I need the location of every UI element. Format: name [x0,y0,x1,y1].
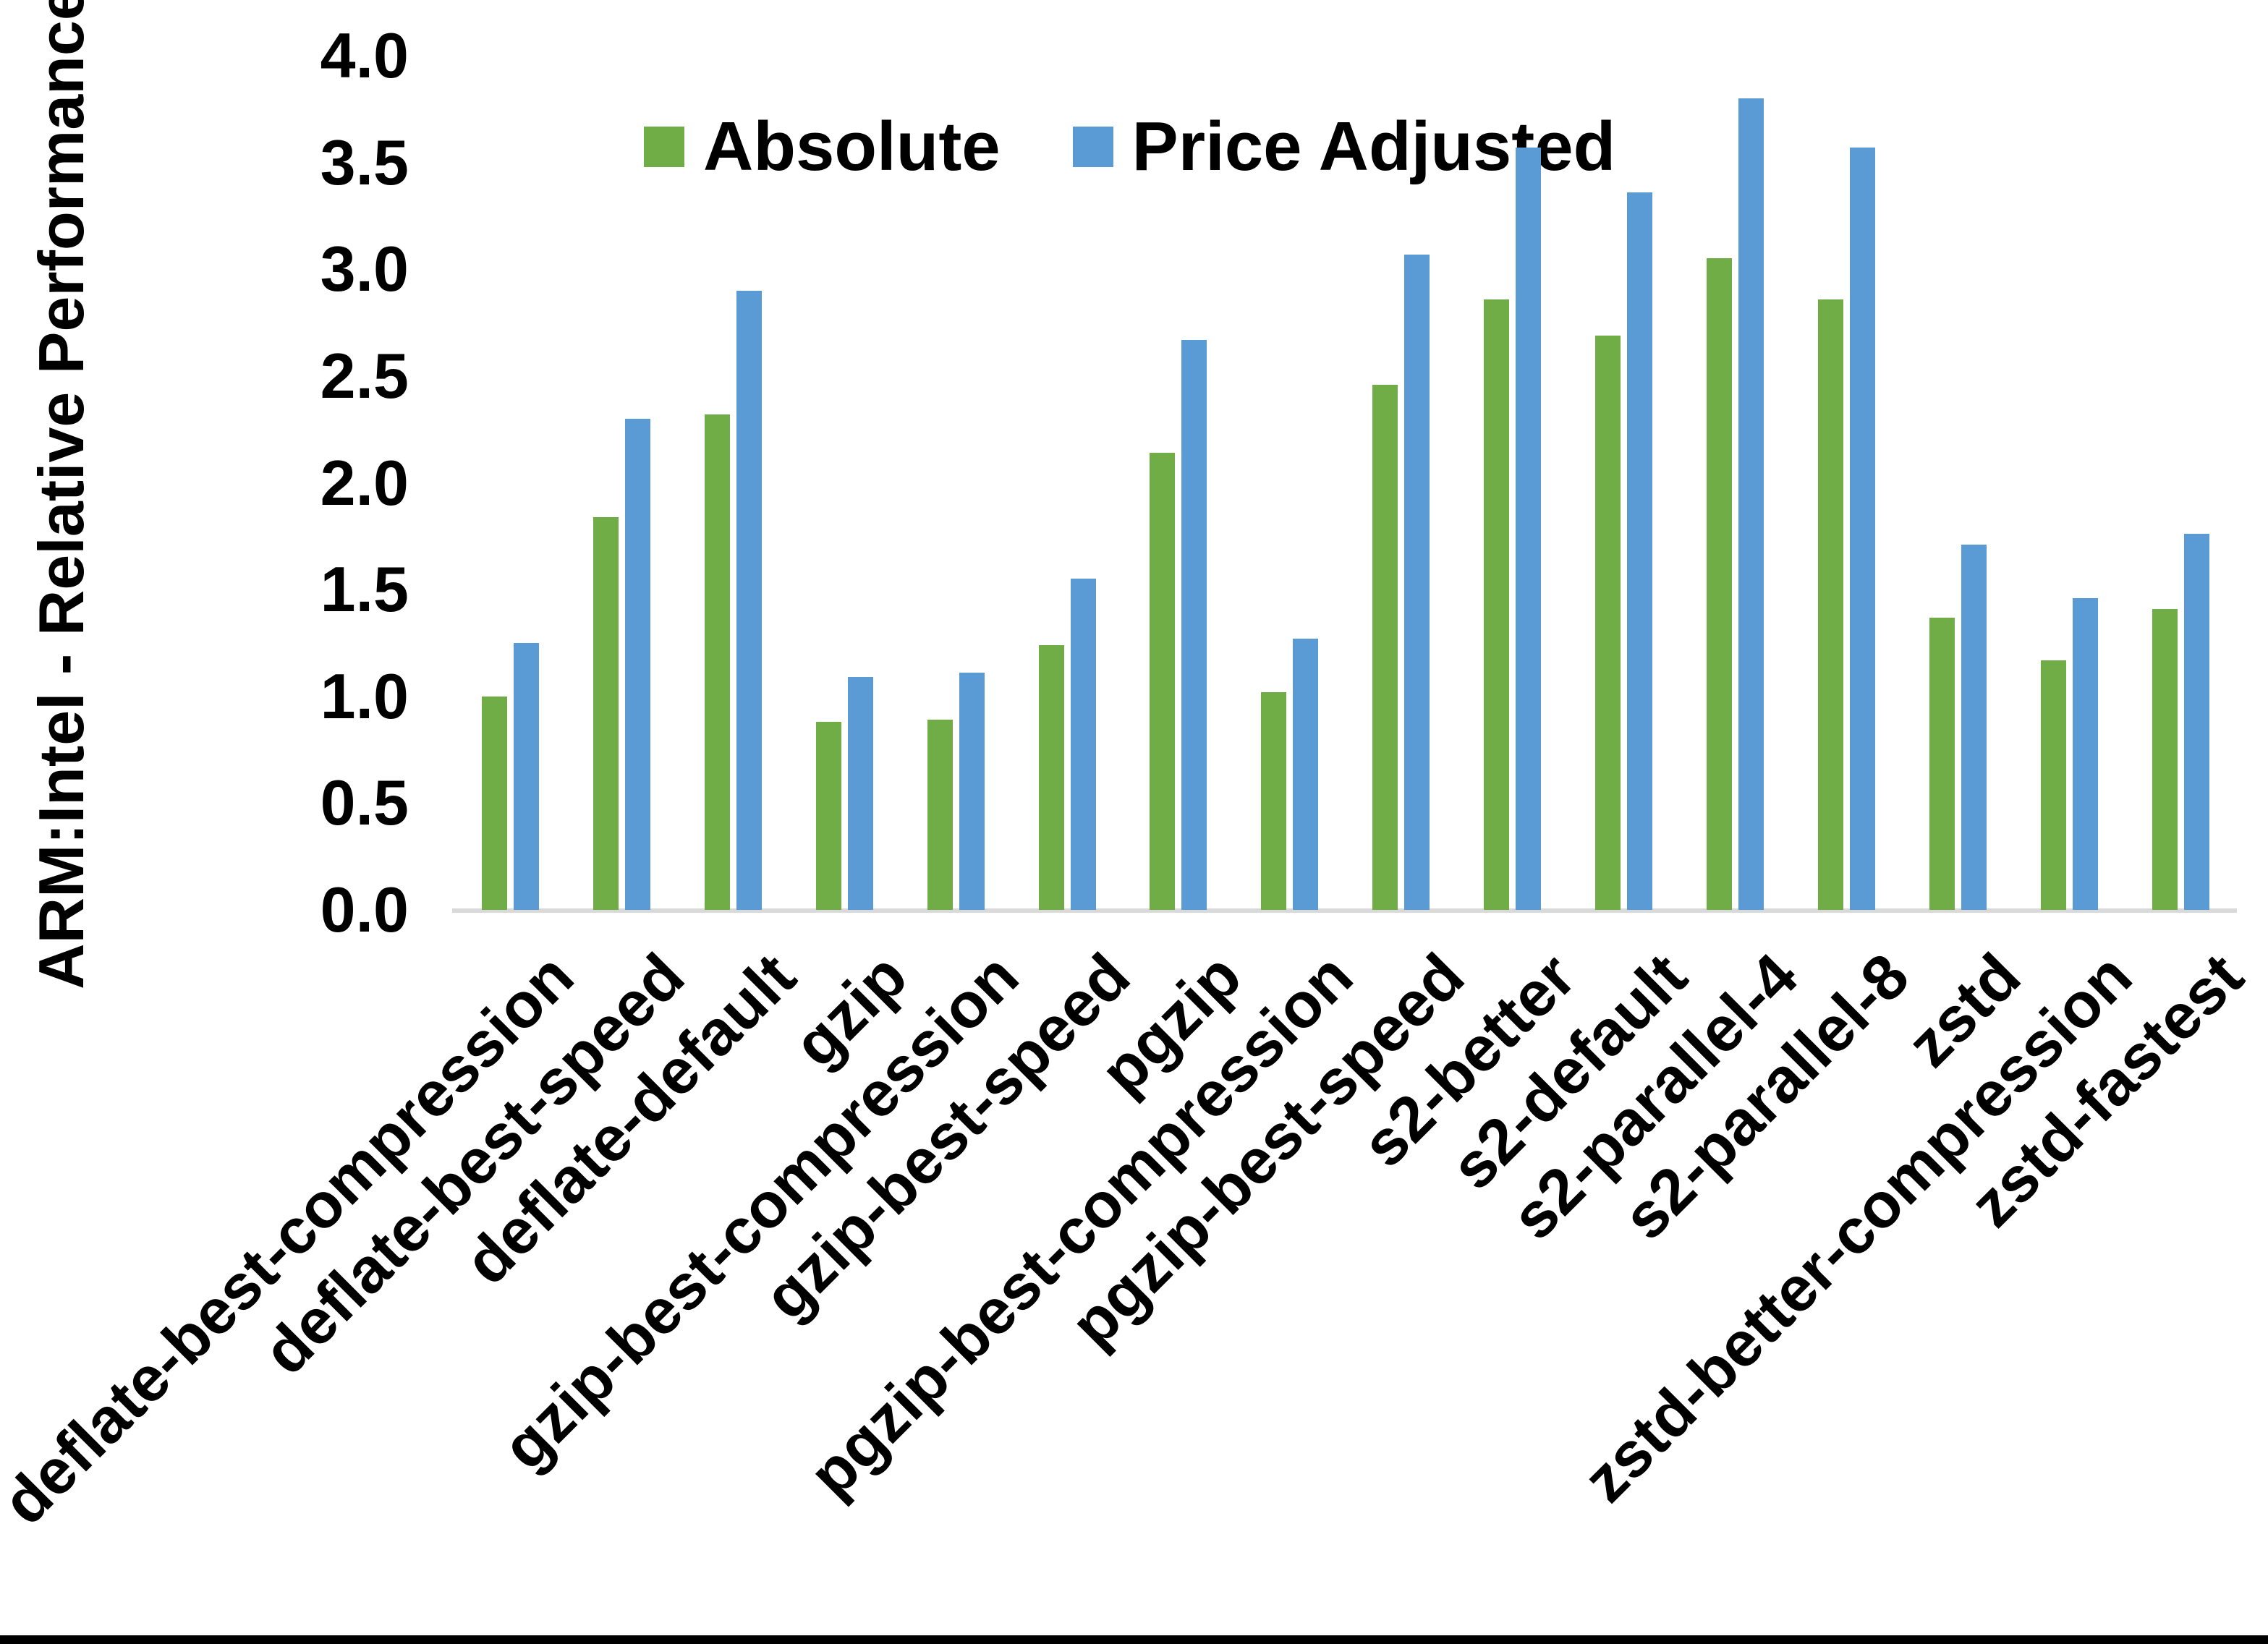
bar-deflate-default-price-adjusted [736,291,762,910]
y-tick-label: 0.0 [320,874,409,945]
legend: Absolute Price Adjusted [644,107,1615,187]
y-tick-label: 3.5 [320,126,409,198]
legend-swatch-price-adjusted [1072,127,1113,167]
bar-pgzip-price-adjusted [1181,340,1207,910]
bar-zstd-fastest-absolute [2152,609,2178,910]
bar-pgzip-best-speed-price-adjusted [1404,255,1430,910]
bar-pgzip-best-compression-absolute [1261,692,1286,910]
bar-zstd-better-compression-absolute [2041,660,2066,910]
bar-s2-parallel-4-absolute [1707,258,1732,910]
bar-s2-parallel-4-price-adjusted [1738,98,1764,910]
bar-s2-default-absolute [1595,336,1621,910]
bar-deflate-best-compression-price-adjusted [514,643,539,910]
bar-zstd-price-adjusted [1961,545,1987,910]
bar-s2-parallel-8-absolute [1818,299,1843,910]
legend-item-absolute: Absolute [644,107,1001,187]
bar-s2-better-absolute [1484,299,1509,910]
y-tick-label: 2.0 [320,446,409,519]
y-axis-title: ARM:Intel - Relative Performance [25,0,97,989]
bar-pgzip-best-compression-price-adjusted [1293,639,1318,910]
y-tick-label: 2.5 [320,339,409,412]
bar-deflate-best-compression-absolute [482,697,507,910]
bar-s2-default-price-adjusted [1627,192,1652,910]
legend-label-price-adjusted: Price Adjusted [1131,108,1616,185]
bar-gzip-absolute [816,722,841,910]
bar-gzip-best-speed-absolute [1039,645,1064,910]
y-tick-label: 3.0 [320,233,409,305]
bottom-border [0,1635,2268,1644]
bar-gzip-best-compression-price-adjusted [959,673,985,910]
legend-swatch-absolute [644,127,684,167]
y-tick-label: 0.5 [320,767,409,839]
y-tick-label: 1.5 [320,553,409,626]
bar-deflate-best-speed-price-adjusted [625,419,650,910]
bar-zstd-better-compression-price-adjusted [2073,598,2098,910]
y-tick-label: 1.0 [320,660,409,732]
bar-gzip-price-adjusted [848,677,873,910]
bar-s2-parallel-8-price-adjusted [1850,148,1875,910]
bar-zstd-fastest-price-adjusted [2184,534,2209,910]
bar-s2-better-price-adjusted [1516,148,1541,910]
bar-deflate-default-absolute [705,414,730,910]
bar-pgzip-absolute [1150,453,1175,910]
bar-deflate-best-speed-absolute [593,517,619,910]
x-axis-line [452,908,2237,913]
bar-pgzip-best-speed-absolute [1372,385,1398,910]
bar-gzip-best-speed-price-adjusted [1071,579,1096,910]
y-tick-label: 4.0 [320,20,409,91]
bar-zstd-absolute [1929,618,1955,910]
bar-gzip-best-compression-absolute [927,720,953,910]
legend-label-absolute: Absolute [703,108,1001,185]
